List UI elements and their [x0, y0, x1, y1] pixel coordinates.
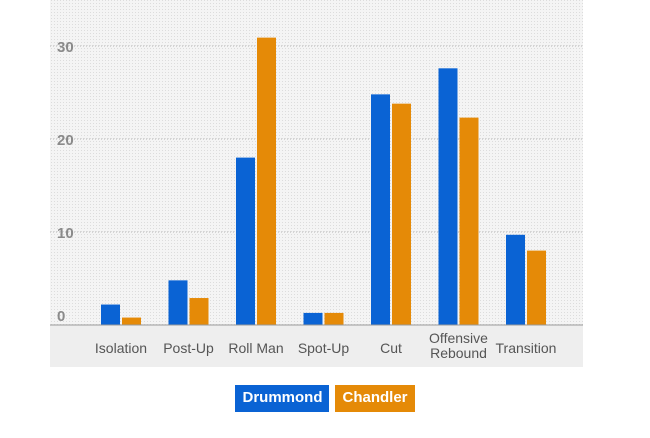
y-tick-label: 20	[57, 132, 74, 149]
bar-drummond-4[interactable]	[371, 94, 390, 325]
bar-drummond-3[interactable]	[303, 312, 323, 325]
x-tick-label: Isolation	[95, 340, 147, 356]
bar-chandler-2[interactable]	[257, 37, 276, 325]
y-tick-label: 10	[57, 225, 74, 242]
bar-chandler-5[interactable]	[459, 117, 479, 325]
bar-chandler-0[interactable]	[122, 317, 141, 325]
x-tick-label: Cut	[380, 340, 402, 356]
bar-drummond-0[interactable]	[101, 304, 120, 325]
plot-background	[50, 0, 583, 325]
gridlines	[50, 45, 583, 233]
bars	[101, 37, 546, 325]
x-tick-label: Roll Man	[228, 340, 283, 356]
legend-drummond[interactable]: Drummond	[235, 385, 330, 412]
bar-chandler-3[interactable]	[324, 312, 344, 325]
x-tick-label: Spot-Up	[298, 340, 350, 356]
bar-chandler-1[interactable]	[189, 298, 209, 325]
x-tick-label: Transition	[496, 340, 557, 356]
x-tick-label: Offensive Rebound	[429, 330, 488, 361]
y-axis-ticks: 0 10 20 30	[57, 39, 74, 325]
bar-drummond-6[interactable]	[506, 234, 525, 325]
bar-chandler-4[interactable]	[392, 103, 411, 325]
bar-drummond-2[interactable]	[236, 157, 255, 325]
legend: Drummond Chandler	[0, 385, 650, 412]
bar-drummond-5[interactable]	[438, 68, 458, 325]
bar-chandler-6[interactable]	[527, 250, 546, 325]
x-axis-labels: Isolation Post-Up Roll Man Spot-Up Cut Offens…	[95, 330, 557, 361]
y-tick-label: 0	[57, 308, 65, 325]
legend-chandler[interactable]: Chandler	[335, 385, 415, 412]
category-label-band	[50, 325, 583, 367]
y-tick-label: 30	[57, 39, 74, 56]
bar-drummond-1[interactable]	[168, 280, 188, 325]
x-tick-label: Post-Up	[163, 340, 214, 356]
